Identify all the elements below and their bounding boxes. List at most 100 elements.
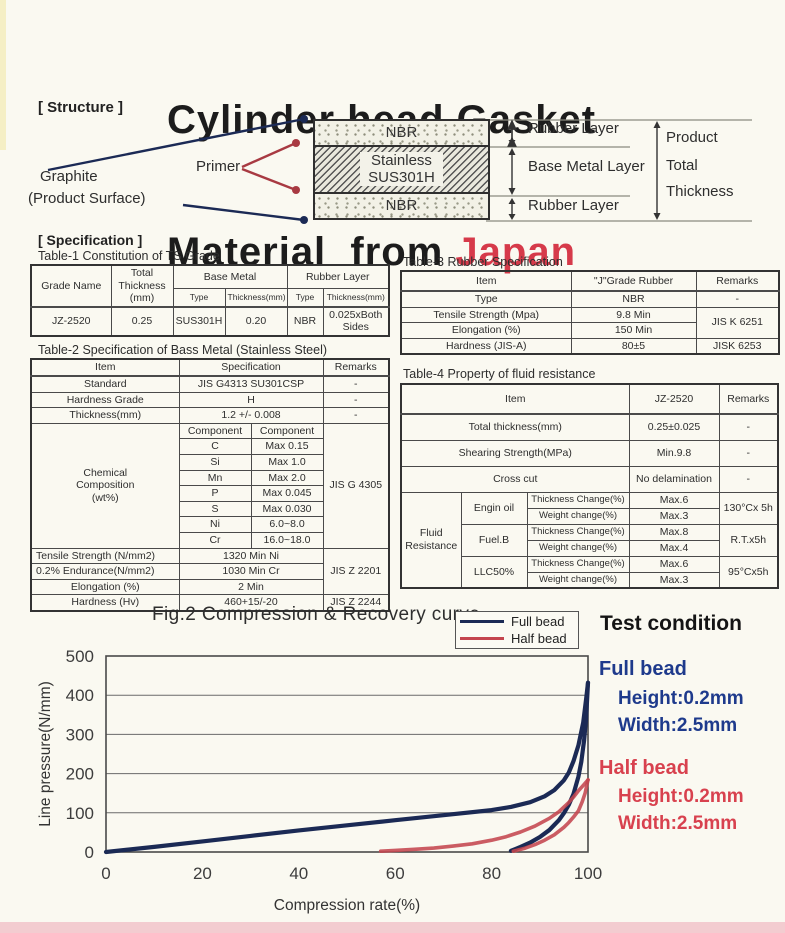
svg-text:200: 200	[66, 765, 94, 784]
t3-elongation-val: 150 Min	[570, 322, 697, 339]
t2-hv-spec: 460+15/-20	[178, 594, 324, 612]
t4-g1-remarks: R.T.x5h	[718, 523, 779, 557]
t4-crosscut-item: Cross cut	[400, 465, 630, 493]
t2-chem-el: Mn	[178, 469, 252, 487]
t4-fuel-b: Fuel.B	[460, 523, 528, 557]
t4-total-remarks: -	[718, 413, 779, 441]
t3-elongation-item: Elongation (%)	[400, 322, 572, 339]
t2-chem-l2: Composition	[76, 479, 135, 492]
t2-elongation-spec: 2 Min	[178, 578, 324, 596]
t2-standard-spec: JIS G4313 SU301CSP	[178, 375, 324, 393]
table4-title: Table-4 Property of fluid resistance	[403, 367, 596, 381]
compression-recovery-chart: 0 100 200 300 400 500 0 20 40 60 80 100 Line pressur…	[37, 647, 602, 914]
svg-text:300: 300	[66, 725, 94, 744]
t2-chem-val: Max 1.0	[250, 453, 324, 471]
t1-h-total: Total Thickness (mm)	[110, 264, 174, 308]
t3-h-item: Item	[400, 270, 572, 292]
scan-artifact-bottom	[0, 922, 785, 933]
layer-nbr-top: NBR	[315, 121, 488, 145]
t2-chem-remarks: JIS G 4305	[322, 422, 390, 549]
t2-hardness-item: Hardness Grade	[30, 391, 180, 409]
t3-tensile-val: 9.8 Min	[570, 306, 697, 324]
t3-tensile-item: Tensile Strength (Mpa)	[400, 306, 572, 324]
t2-chem-el: P	[178, 485, 252, 502]
t2-endurance-spec: 1030 Min Cr	[178, 563, 324, 580]
table-2: Item Specification Remarks Standard JIS …	[30, 358, 391, 612]
base-metal-layer-label: Base Metal Layer	[528, 158, 645, 175]
t4-shear-remarks: -	[718, 439, 779, 467]
t1-rl-thk: 0.025xBoth Sides	[322, 306, 390, 337]
chart-legend: Full bead Half bead	[455, 611, 579, 649]
product-total-line3: Thickness	[666, 183, 734, 200]
t3-hardness-item: Hardness (JIS-A)	[400, 337, 572, 355]
t4-g2-r2-item: Weight change(%)	[526, 571, 630, 589]
svg-text:100: 100	[574, 864, 602, 883]
t2-mech-remarks: JIS Z 2201	[322, 547, 390, 596]
product-total-line1: Product	[666, 129, 718, 146]
stainless-line2: SUS301H	[368, 169, 435, 186]
t1-bm-type: SUS301H	[172, 306, 226, 337]
t2-chem-val: 6.0~8.0	[250, 516, 324, 533]
t1-h-rl-thk: Thickness(mm)	[322, 287, 390, 308]
legend-label-full-bead: Full bead	[511, 614, 565, 630]
t2-standard-item: Standard	[30, 375, 180, 393]
t4-g1-r1-val: Max.8	[628, 523, 720, 541]
svg-text:60: 60	[386, 864, 405, 883]
t4-shear-val: Min.9.8	[628, 439, 720, 467]
t2-chem-val: Max 2.0	[250, 469, 324, 487]
t4-g2-r1-item: Thickness Change(%)	[526, 555, 630, 573]
t2-chem-h1: Component	[178, 422, 252, 440]
graphite-label-line1: Graphite	[40, 168, 98, 185]
test-condition-title: Test condition	[600, 612, 742, 635]
t4-crosscut-val: No delamination	[628, 465, 720, 493]
legend-row-full-bead: Full bead	[460, 614, 574, 629]
layer-nbr-bottom: NBR	[315, 194, 488, 218]
figure2-title: Fig.2 Compression & Recovery curve	[152, 604, 481, 625]
t2-hardness-spec: H	[178, 391, 324, 409]
t1-h-base-metal: Base Metal	[172, 264, 288, 289]
table-3: Item "J"Grade Rubber Remarks Type NBR - …	[400, 270, 780, 356]
t2-chem-val: 16.0~18.0	[250, 531, 324, 549]
legend-row-half-bead: Half bead	[460, 631, 574, 646]
full-bead-width: Width:2.5mm	[618, 715, 738, 736]
t2-h-spec: Specification	[178, 358, 324, 377]
half-bead-width: Width:2.5mm	[618, 813, 738, 834]
layer-stainless-label: Stainless SUS301H	[360, 152, 443, 186]
layer-stack: NBR Stainless SUS301H NBR	[313, 119, 490, 220]
t4-crosscut-remarks: -	[718, 465, 779, 493]
t1-grade: JZ-2520	[30, 306, 112, 337]
rubber-layer-bottom-label: Rubber Layer	[528, 197, 619, 214]
t3-type-val: NBR	[570, 290, 697, 308]
t2-chem-el: Si	[178, 453, 252, 471]
title-line2-accent: Japan	[455, 230, 577, 274]
svg-text:400: 400	[66, 686, 94, 705]
t1-h-rl-type: Type	[286, 287, 324, 308]
t3-type-item: Type	[400, 290, 572, 308]
table-1: Grade Name Total Thickness (mm) Base Met…	[30, 264, 390, 337]
t2-chem-el: Ni	[178, 516, 252, 533]
t2-endurance-item: 0.2% Endurance(N/mm2)	[30, 563, 180, 580]
svg-text:80: 80	[482, 864, 501, 883]
t2-chem-l3: (wt%)	[91, 491, 119, 504]
t2-chem-val: Max 0.030	[250, 500, 324, 518]
t4-engine-oil: Engin oil	[460, 491, 528, 525]
svg-text:40: 40	[289, 864, 308, 883]
t4-g1-r1-item: Thickness Change(%)	[526, 523, 630, 541]
svg-text:500: 500	[66, 647, 94, 666]
t3-type-remarks: -	[695, 290, 780, 308]
t2-chem-el: Cr	[178, 531, 252, 549]
table3-title: Table-3 Rubber Specification	[403, 255, 563, 269]
scan-artifact-left	[0, 0, 6, 150]
t2-hv-remarks: JIS Z 2244	[322, 594, 390, 612]
t1-total: 0.25	[110, 306, 174, 337]
t1-h-grade: Grade Name	[30, 264, 112, 308]
t3-hardness-val: 80±5	[570, 337, 697, 355]
t4-g2-r1-val: Max.6	[628, 555, 720, 573]
svg-text:0: 0	[85, 843, 94, 862]
t3-h-remarks: Remarks	[695, 270, 780, 292]
t2-standard-remarks: -	[322, 375, 390, 393]
t2-chem-val: Max 0.045	[250, 485, 324, 502]
t4-total-item: Total thickness(mm)	[400, 413, 630, 441]
t4-g0-remarks: 130°Cx 5h	[718, 491, 779, 525]
t1-rl-type: NBR	[286, 306, 324, 337]
